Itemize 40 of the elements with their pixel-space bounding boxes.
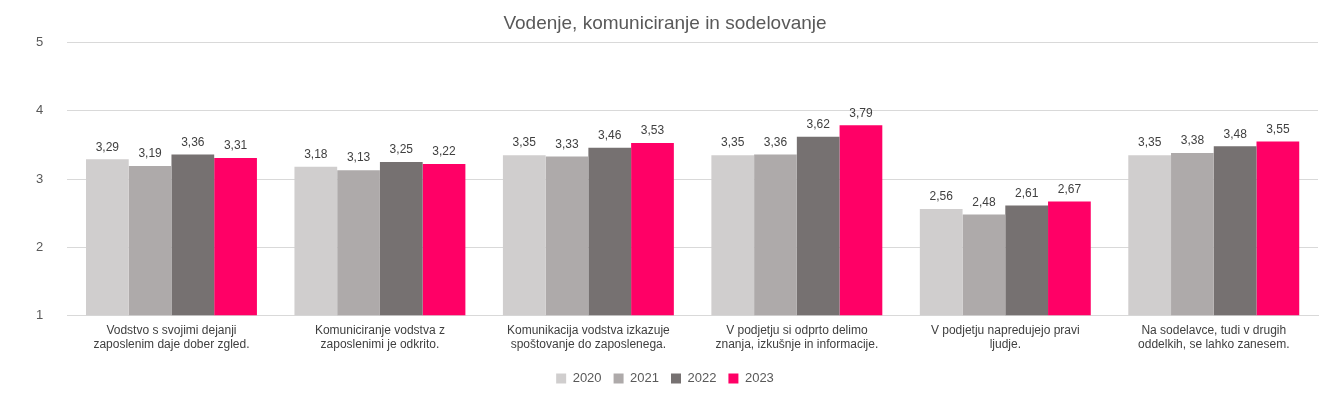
x-tick-label: Na sodelavce, tudi v drugih oddelkih, se lahko zanesem. <box>1138 322 1290 352</box>
x-tick-label: V podjetju si odprto delimo znanja, izkušnje in informacije. <box>715 322 879 352</box>
data-label: 3,22 <box>432 144 457 159</box>
data-label: 3,79 <box>849 105 873 120</box>
chart-title: Vodenje, komuniciranje in sodelovanje <box>503 11 827 33</box>
data-label: 3,13 <box>346 150 371 165</box>
data-label: 3,33 <box>555 136 580 151</box>
x-tick-label: V podjetju napredujejo pravi ljudje. <box>930 322 1080 352</box>
y-tick-label: 4 <box>36 102 44 118</box>
data-label: 3,38 <box>1180 133 1205 148</box>
data-label: 3,48 <box>1223 126 1248 141</box>
data-label: 3,35 <box>512 135 537 150</box>
data-label: 3,31 <box>223 138 248 153</box>
data-label: 3,46 <box>598 127 622 142</box>
data-label: 3,35 <box>1137 135 1162 150</box>
data-label: 3,25 <box>389 142 414 157</box>
y-tick-label: 2 <box>36 238 44 254</box>
y-tick-label: 1 <box>36 306 44 322</box>
data-label: 3,35 <box>721 135 745 150</box>
data-label: 3,29 <box>95 139 120 154</box>
data-label: 3,62 <box>806 117 831 132</box>
data-label: 2,48 <box>972 194 996 209</box>
data-label: 3,19 <box>138 146 163 161</box>
data-label: 3,18 <box>304 147 328 162</box>
data-label: 3,53 <box>640 123 665 138</box>
x-tick-label: Komuniciranje vodstva z zaposlenimi je odkrito. <box>314 322 445 352</box>
legend-label: 2021 <box>630 370 659 386</box>
data-label: 2,67 <box>1057 181 1082 196</box>
legend-label: 2022 <box>687 370 717 386</box>
legend-label: 2020 <box>572 370 602 386</box>
data-label: 3,55 <box>1266 121 1290 136</box>
y-tick-label: 3 <box>36 170 44 186</box>
data-label: 2,61 <box>1015 185 1039 200</box>
legend-label: 2023 <box>744 370 774 386</box>
data-label: 2,56 <box>929 189 954 204</box>
x-tick-label: Komunikacija vodstva izkazuje spoštovanje do zaposlenega. <box>507 322 671 352</box>
x-tick-label: Vodstvo s svojimi dejanji zaposlenim daje dober zgled. <box>93 322 250 352</box>
data-label: 3,36 <box>181 134 205 149</box>
data-label: 3,36 <box>763 134 788 149</box>
y-tick-label: 5 <box>36 34 44 50</box>
